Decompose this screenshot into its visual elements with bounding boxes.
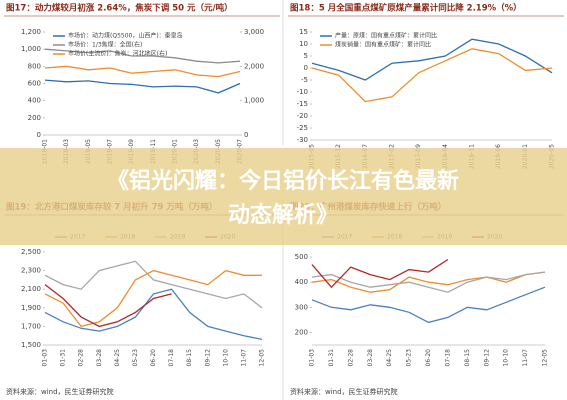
- legend-label: 市场价(主流价)：焦炭：河北地区(右): [68, 50, 167, 58]
- x-tick-label: 08-15: [464, 349, 471, 367]
- y-tick-label: 200: [295, 328, 308, 336]
- x-tick-label: 09-12: [483, 349, 490, 367]
- series-line: [44, 288, 263, 341]
- x-tick-label: 08-15: [186, 349, 193, 367]
- y-tick-label: 2,100: [21, 285, 41, 293]
- overlay-title: 《铝光闪耀：今日铝价长江有色最新: [107, 168, 459, 194]
- y-tick-label: 0: [37, 131, 41, 139]
- legend-label: 产量：原煤：国有重点煤矿：累计同比: [335, 32, 437, 40]
- y-tick-label: 5: [304, 52, 308, 60]
- x-tick-label: 06-20: [150, 349, 157, 367]
- y-tick-label: -25: [297, 124, 308, 132]
- y-tick-label: 10: [299, 40, 308, 48]
- y-tick-label: 800: [28, 62, 41, 70]
- chart-title: 图18：5 月全国重点煤矿原煤产量累计同比降 2.19%（%）: [290, 3, 522, 14]
- x-tick-label: 02-28: [347, 349, 354, 367]
- series-line: [44, 65, 241, 78]
- y-tick-label: 1,000: [21, 45, 41, 53]
- source-note: 资料来源：wind，民生证券研究院: [6, 387, 114, 396]
- x-tick-label: 12-05: [542, 349, 549, 367]
- x-tick-label: 05-23: [132, 349, 139, 367]
- y-tick-label: 2,300: [21, 267, 41, 275]
- legend-label: 市场价：1/3焦煤：全国(右): [68, 41, 142, 49]
- y-tick-label: -30: [297, 136, 308, 144]
- y-tick-label: 1,700: [21, 322, 41, 330]
- legend-label: 市场价：动力煤(Q5500，山西产)：秦皇岛: [68, 32, 183, 40]
- x-tick-label: 10-10: [222, 349, 229, 367]
- series-line: [311, 271, 546, 293]
- y-tick-label: 400: [28, 97, 41, 105]
- y-tick-label: -15: [297, 100, 308, 108]
- y-tick-label: 200: [28, 114, 41, 122]
- x-tick-label: 06-20: [425, 349, 432, 367]
- x-tick-label: 05-23: [406, 349, 413, 367]
- overlay-title: 动态解析》: [228, 202, 338, 228]
- overlay-banner: [0, 148, 567, 245]
- y-tick-label: 15: [299, 28, 308, 36]
- y-tick-label: -20: [297, 112, 308, 120]
- x-tick-label: 03-28: [367, 349, 374, 367]
- x-tick-label: 12-05: [259, 349, 266, 367]
- y-tick-label: 1,500: [21, 341, 41, 349]
- x-tick-label: 07-18: [444, 349, 451, 367]
- series-line: [44, 79, 241, 94]
- x-tick-label: 04-25: [386, 349, 393, 367]
- y-tick-label: 300: [295, 303, 308, 311]
- y-tick-label: -10: [297, 88, 308, 96]
- x-tick-label: 01-31: [328, 349, 335, 367]
- x-tick-label: 09-12: [204, 349, 211, 367]
- series-line: [311, 286, 546, 324]
- x-tick-label: 10-10: [503, 349, 510, 367]
- y-tick-label: 2,500: [21, 248, 41, 256]
- series-line: [44, 48, 241, 64]
- x-tick-label: 11-07: [240, 349, 247, 367]
- series-line: [311, 258, 449, 289]
- series-line: [44, 260, 263, 309]
- series-line: [311, 271, 546, 293]
- chart-title: 图17：动力煤较月初涨 2.64%，焦炭下调 50 元（元/吨）: [6, 3, 233, 14]
- x-tick-label: 01-31: [60, 349, 67, 367]
- y-tick-label: 500: [295, 253, 308, 261]
- x-tick-label: 11-07: [522, 349, 529, 367]
- y-tick-label: 1,900: [21, 304, 41, 312]
- y2-tick-label: 1,000: [244, 97, 264, 105]
- series-line: [44, 269, 262, 328]
- y-tick-label: 400: [295, 278, 308, 286]
- x-tick-label: 03-28: [96, 349, 103, 367]
- x-tick-label: 07-18: [168, 349, 175, 367]
- x-tick-label: 04-25: [114, 349, 121, 367]
- y-tick-label: -5: [301, 76, 308, 84]
- y2-tick-label: 2,000: [244, 62, 264, 70]
- series-line: [311, 48, 553, 103]
- source-note: 资料来源：wind，民生证券研究院: [290, 387, 398, 396]
- x-tick-label: 02-28: [78, 349, 85, 367]
- y-tick-label: 0: [304, 64, 308, 72]
- legend-label: 煤炭销量：国有重点煤矿：累计同比: [335, 41, 431, 49]
- y2-tick-label: 3,000: [244, 28, 264, 36]
- y-tick-label: 1,200: [21, 28, 41, 36]
- x-tick-label: 01-03: [42, 349, 49, 367]
- x-tick-label: 01-03: [309, 349, 316, 367]
- y2-tick-label: 0: [244, 131, 248, 139]
- series-line: [311, 38, 553, 81]
- series-line: [44, 284, 172, 328]
- y-tick-label: 600: [28, 80, 41, 88]
